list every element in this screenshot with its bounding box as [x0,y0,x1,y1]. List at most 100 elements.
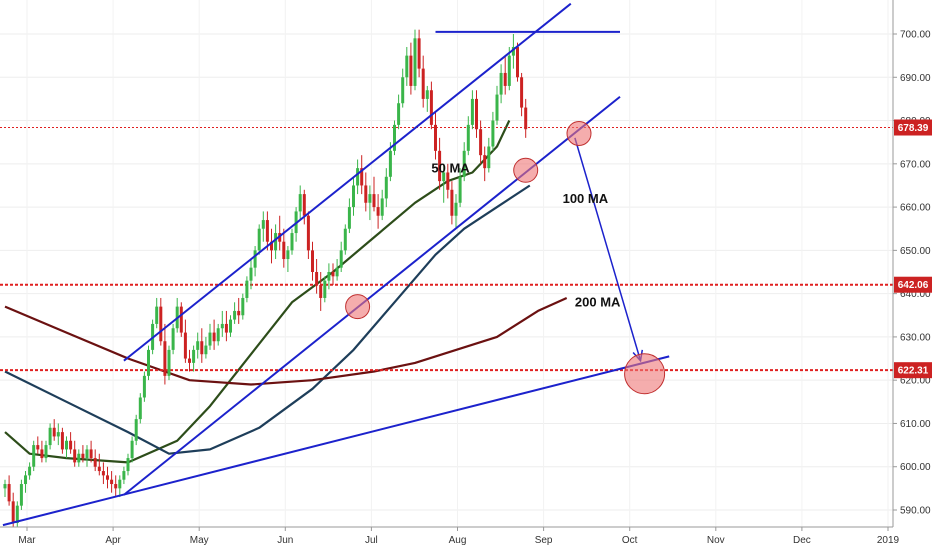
candle-body [40,449,44,459]
price-badge [894,276,932,293]
candle-body [339,250,343,268]
candle-body [458,176,462,203]
candle-body [200,341,204,355]
candle-body [183,332,187,359]
candle-body [110,479,114,485]
candlesticks [3,29,528,528]
candle-body [302,194,306,216]
x-tick-label: May [190,535,209,546]
ma-label: 200 MA [575,295,621,310]
candle-body [97,466,101,472]
y-tick-label: 640.00 [900,289,931,300]
candle-body [388,150,392,177]
highlight-circle [513,157,539,183]
candle-body [352,185,355,208]
candle-body [196,341,200,350]
candle-body [421,68,425,99]
trendline [123,2,572,362]
x-tick-label: Sep [535,535,553,546]
candle-body [384,176,388,199]
candle-body [274,233,278,251]
y-tick-label: 660.00 [900,203,931,214]
candle-body [93,458,97,467]
y-tick-label: 610.00 [900,419,931,430]
moving-averages [4,120,568,464]
candle-body [241,297,245,316]
candle-body [118,479,122,489]
candle-body [253,250,257,268]
candle-body [487,146,491,169]
candle-body [290,233,294,251]
x-tick-label: Jul [365,535,378,546]
candle-body [413,38,417,86]
candle-body [237,310,241,316]
candle-body [249,267,253,281]
x-tick-label: 2019 [877,535,900,546]
candle-body [499,72,503,95]
candle-body [483,155,487,169]
x-tick-label: Nov [707,535,725,546]
candle-body [479,129,483,156]
candle-body [163,341,167,376]
ma-line [4,184,531,455]
candle-body [245,280,249,298]
candle-body [167,349,171,376]
candle-body [282,241,286,260]
candle-body [434,124,437,151]
candle-body [323,280,327,298]
candle-body [265,220,269,242]
candle-body [311,250,314,272]
candle-body [65,440,68,450]
candle-body [179,306,183,333]
x-tick-label: Jun [277,535,293,546]
trendline [123,95,621,496]
candle-body [380,198,384,216]
candle-body [454,202,458,216]
candle-body [89,449,93,459]
candle-body [69,440,73,450]
candle-body [159,306,163,342]
candle-body [343,228,347,251]
candle-body [466,124,470,151]
candle-body [122,471,126,480]
candle-body [393,124,396,151]
candle-body [204,345,208,355]
candle-body [36,445,40,450]
candle-body [335,267,339,277]
candle-body [257,228,261,251]
candle-body [286,250,290,260]
candle-body [52,427,56,437]
candle-body [376,207,380,216]
candle-body [450,189,454,216]
candle-body [409,55,413,86]
candle-body [495,94,499,121]
candle-body [19,484,23,506]
candle-body [524,107,528,130]
candle-body [81,453,85,459]
candle-body [11,501,15,523]
candle-body [306,215,310,251]
candle-body [347,207,351,229]
candle-body [142,375,146,398]
candle-body [147,349,150,376]
candle-body [401,77,405,104]
ma-line [4,296,568,386]
highlight-circle [566,121,592,147]
candle-body [220,323,224,329]
candle-body [475,98,478,130]
x-tick-label: Apr [105,535,121,546]
candle-body [368,194,372,203]
candle-body [224,323,228,333]
candle-body [327,272,331,281]
price-badge [894,362,932,379]
ma-label: 50 MA [431,160,470,175]
candle-body [229,319,232,333]
y-tick-label: 700.00 [900,30,931,41]
candle-body [28,466,32,476]
annotations: 50 MA 100 MA 200 MA [431,160,621,309]
forecast-arrow [574,137,642,361]
candle-body [356,168,360,186]
